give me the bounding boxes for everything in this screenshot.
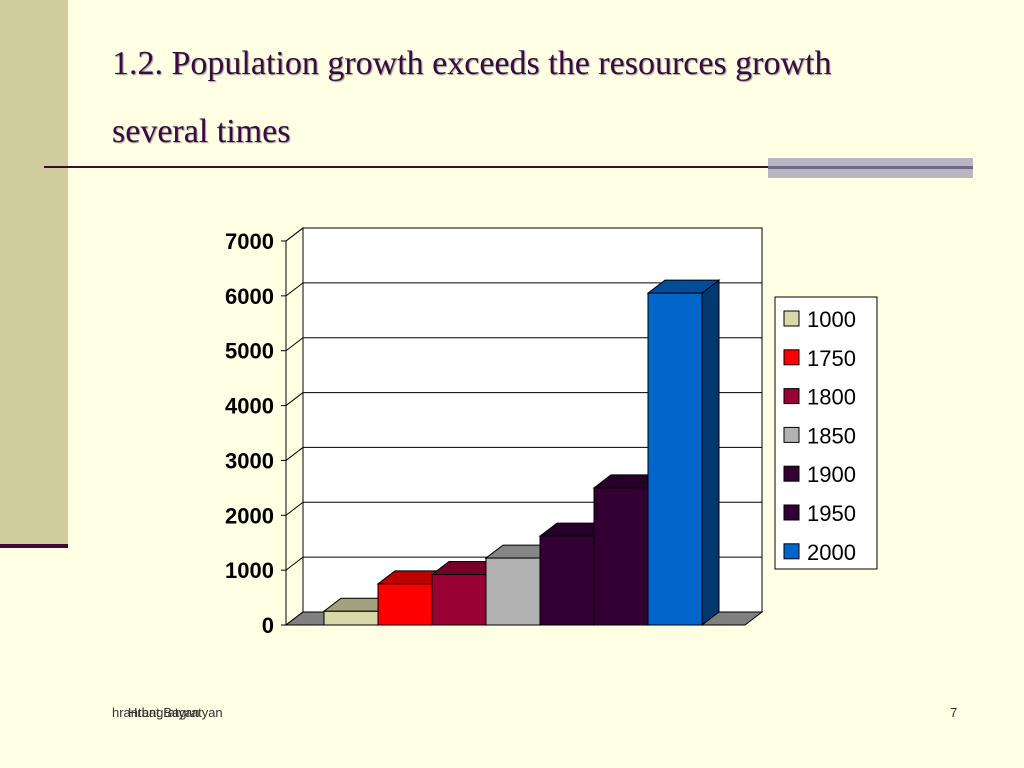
side-gridline: [285, 501, 304, 516]
side-gridline: [285, 337, 304, 352]
bar-2000: [646, 279, 721, 627]
y-tick-label: 7000: [225, 229, 274, 254]
slide-title: 1.2. Population growth exceeds the resou…: [112, 45, 832, 150]
side-gridline: [285, 556, 304, 571]
bar-side: [701, 279, 720, 627]
y-tick-label: 2000: [225, 503, 274, 528]
bar-front: [485, 557, 541, 626]
y-tick-label: 6000: [225, 284, 274, 309]
y-tick-label: 1000: [225, 558, 274, 583]
bar-front: [323, 610, 379, 626]
legend-label-2000: 2000: [807, 540, 856, 565]
y-tick-label: 4000: [225, 394, 274, 419]
legend-swatch-2000: [783, 543, 800, 560]
footer-author-a: hrantbagratyan: [112, 705, 200, 720]
y-tick-label: 0: [262, 613, 274, 638]
bar-front: [647, 292, 703, 626]
bar-front: [377, 583, 433, 626]
legend-label-1000: 1000: [807, 307, 856, 332]
legend-swatch-1900: [783, 465, 800, 482]
legend-swatch-1800: [783, 388, 800, 405]
legend-swatch-1750: [783, 349, 800, 366]
side-gridline: [285, 282, 304, 297]
legend-label-1800: 1800: [807, 385, 856, 410]
legend-swatch-1850: [783, 426, 800, 443]
y-tick-label: 5000: [225, 339, 274, 364]
footer-author-b: Hrant Bagratyan: [128, 705, 223, 720]
legend-label-1750: 1750: [807, 346, 856, 371]
legend-swatch-1950: [783, 504, 800, 521]
y-tick-label: 3000: [225, 448, 274, 473]
side-gridline: [285, 392, 304, 406]
bar-front: [431, 574, 487, 626]
bar-front: [593, 487, 649, 626]
legend-swatch-1000: [783, 310, 800, 327]
title-accent-line: [768, 166, 973, 169]
side-gridline: [285, 447, 304, 461]
bar-front: [539, 535, 595, 626]
left-band-rule: [0, 544, 68, 548]
legend-label-1850: 1850: [807, 423, 856, 448]
left-side-band: [0, 0, 68, 546]
page-number: 7: [950, 705, 958, 720]
title-rule: [44, 166, 768, 168]
chart-side-wall: [285, 226, 304, 627]
legend-label-1950: 1950: [807, 501, 856, 526]
legend-label-1900: 1900: [807, 462, 856, 487]
